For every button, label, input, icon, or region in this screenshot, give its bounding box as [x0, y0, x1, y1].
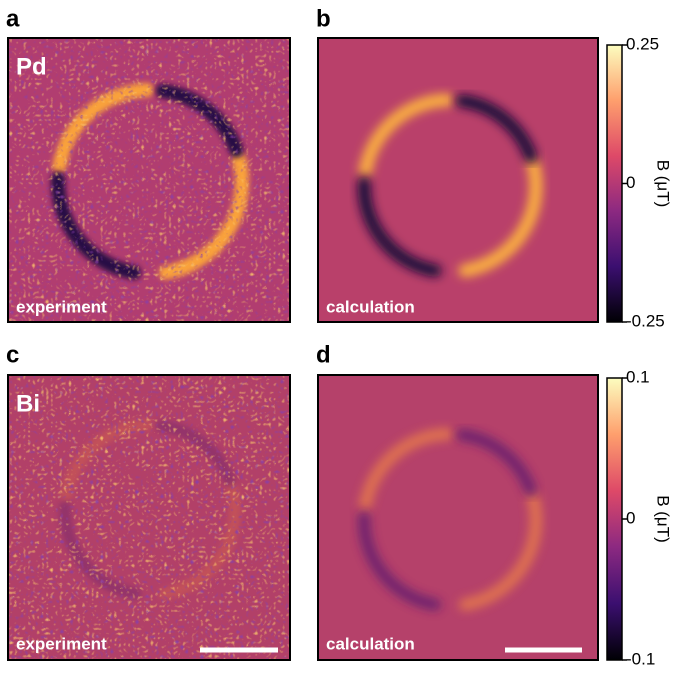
- colorbar-tick-label: 0.1: [626, 367, 650, 386]
- field-image: [8, 38, 290, 322]
- element-tag: Bi: [16, 390, 40, 417]
- field-image: [318, 375, 598, 660]
- noise: [8, 375, 290, 660]
- panel-letter: c: [6, 341, 19, 368]
- colorbar-tick-label: 0: [626, 508, 635, 527]
- panel-letter: a: [6, 5, 20, 32]
- colorbar-tick-label: -0.1: [626, 649, 655, 668]
- caption: experiment: [16, 297, 107, 316]
- colorbar-tick-label: 0: [626, 173, 635, 192]
- panel-letter: d: [316, 341, 331, 368]
- field-image: [8, 375, 290, 660]
- field-image: [318, 38, 598, 322]
- element-tag: Pd: [16, 53, 47, 80]
- caption: calculation: [326, 634, 415, 653]
- colorbar-label: B (μT): [654, 495, 673, 543]
- figure: a b c d Pd Bi experiment calculation exp…: [0, 0, 687, 669]
- panels: [8, 38, 598, 660]
- panel-letter: b: [316, 5, 331, 32]
- colorbar: [607, 45, 622, 322]
- caption: calculation: [326, 297, 415, 316]
- colorbar-tick-label: -0.25: [626, 311, 665, 330]
- noise: [8, 38, 290, 322]
- colorbar-tick-label: 0.25: [626, 34, 659, 53]
- caption: experiment: [16, 634, 107, 653]
- colorbar-label: B (μT): [654, 160, 673, 208]
- colorbar: [607, 378, 622, 660]
